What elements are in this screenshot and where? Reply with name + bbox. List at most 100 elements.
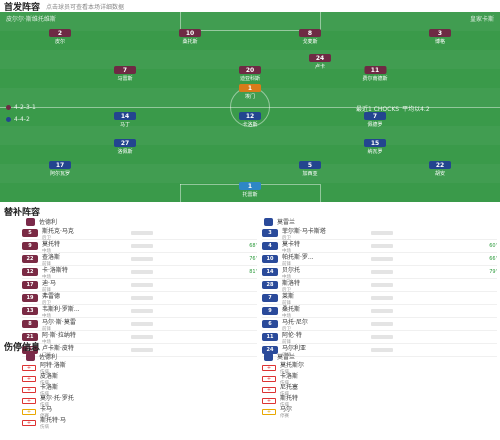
injury-info: 莫尔·托·罗托 伤病	[40, 393, 125, 408]
sub-info: 莫卡特 中场	[282, 239, 367, 254]
sub-position: 中场	[42, 339, 51, 345]
injury-type: 伤病	[280, 381, 289, 386]
sub-row[interactable]: 21 阿·斯·拉纳特 中场	[22, 331, 257, 345]
away-player[interactable]: 1 托雷斯	[239, 182, 261, 198]
injury-name: 莫尔·托·罗托	[40, 395, 74, 402]
home-player[interactable]: 11 费尔南德斯	[362, 66, 388, 82]
home-player[interactable]: 2 皮尔	[49, 29, 71, 45]
sub-position: 前锋	[282, 300, 291, 306]
sub-row[interactable]: 28 斯洛特 后卫	[262, 279, 497, 293]
injury-icon: +	[22, 364, 36, 371]
suspension-icon: +	[22, 408, 36, 415]
injury-icon: +	[22, 397, 36, 404]
sub-name: 莫托特	[42, 240, 61, 248]
sub-row[interactable]: 12 卡·洛斯特 中场 81'	[22, 266, 257, 280]
sub-info: 马尔·斯·莫雷 前锋	[42, 317, 127, 332]
shirt-number: 7	[364, 112, 386, 120]
sub-row[interactable]: 11 阿伦·特 前锋	[262, 331, 497, 345]
away-player[interactable]: 14 马丁	[114, 112, 136, 128]
home-player[interactable]: 10 桑托斯	[179, 29, 201, 45]
away-player[interactable]: 5 加西亚	[299, 161, 321, 177]
injury-row[interactable]: + 卡马 停赛	[22, 406, 257, 419]
sub-info: 卢卡斯·皮特 门将	[42, 343, 127, 358]
sub-info: 马尔利亚 门将	[282, 343, 367, 358]
sub-row[interactable]: 22 查洛斯 前锋 76'	[22, 253, 257, 267]
injury-info: 尼托塞 伤病	[280, 382, 365, 397]
sub-number: 22	[22, 255, 38, 263]
sub-name: 阿伦·特	[282, 331, 302, 339]
pitch-stripe	[0, 126, 500, 145]
sub-number: 13	[22, 307, 38, 315]
sub-position: 中场	[42, 313, 51, 319]
sub-number: 4	[262, 242, 278, 250]
injury-info: 斯托特 伤病	[280, 393, 365, 408]
away-player[interactable]: 22 胡安	[429, 161, 451, 177]
sub-row[interactable]: 19 弗雷德 后卫	[22, 292, 257, 306]
sub-row[interactable]: 7 莱斯 前锋	[262, 292, 497, 306]
injury-row[interactable]: + 莫尔·托·罗托 伤病	[22, 393, 257, 408]
sub-info: 韦斯利·罗斯... 中场	[42, 304, 127, 319]
sub-name: 马尔·斯·莫雷	[42, 318, 76, 326]
lineups-header: 首发阵容 点击球员可查看本场详细数据	[0, 0, 500, 13]
injury-row[interactable]: + 卡洛斯 伤病	[262, 373, 497, 386]
home-player[interactable]: 8 戈麦斯	[299, 29, 321, 45]
sub-name: 莱斯	[282, 292, 295, 300]
sub-row[interactable]: 24 马尔利亚 门将	[262, 343, 497, 358]
rating-bar	[371, 257, 393, 261]
away-player[interactable]: 15 纳瓦罗	[364, 139, 386, 155]
injuries-away-team: 莫雷兰	[264, 352, 295, 361]
injury-row[interactable]: + 马尔 停赛	[262, 406, 497, 419]
sub-info: 迪·马 前锋	[42, 278, 127, 293]
injury-row[interactable]: + 皮洛斯 伤病	[22, 373, 257, 386]
away-player[interactable]: 7 佩德罗	[364, 112, 386, 128]
sub-row[interactable]: 13 韦斯利·罗斯... 中场	[22, 304, 257, 319]
sub-row[interactable]: 4 莫卡特 中场 60'	[262, 239, 497, 254]
subs-away-team: 莫雷兰	[264, 217, 295, 226]
injury-type: 伤病	[280, 392, 289, 397]
home-player[interactable]: 7 马雷斯	[114, 66, 136, 82]
injury-row[interactable]: + 莫托斯尔 伤病	[262, 362, 497, 375]
sub-row[interactable]: 14 贝尔托 中场 79'	[262, 266, 497, 280]
home-player[interactable]: 24 卢卡	[309, 54, 331, 70]
injury-row[interactable]: + 卡洛斯 伤病	[22, 384, 257, 397]
player-name: 纳瓦罗	[367, 149, 383, 155]
player-name: 佩德罗	[367, 122, 383, 128]
sub-row[interactable]: 5 斯托克·马克 后卫	[22, 227, 257, 241]
sub-row[interactable]: 8 马尔·斯·莫雷 前锋	[22, 317, 257, 332]
sub-name: 弗雷德	[42, 292, 61, 300]
rating-bar	[131, 309, 153, 313]
home-player[interactable]: 1 埃门	[239, 84, 261, 100]
injuries-home-team: 佐德利	[26, 352, 57, 361]
sub-row[interactable]: 23 卢卡斯·皮特 门将	[22, 343, 257, 358]
rating-bar	[371, 296, 393, 300]
sub-position: 门将	[42, 352, 51, 358]
sub-position: 中场	[282, 248, 291, 254]
player-name: 阿尔瓦罗	[49, 171, 70, 177]
sub-position: 前锋	[42, 326, 51, 332]
sub-row[interactable]: 6 马托·尼尔 后卫	[262, 318, 497, 332]
sub-row[interactable]: 3 菲尔斯·马卡斯塔 后卫	[262, 227, 497, 241]
injury-row[interactable]: + 斯托特 伤病	[262, 393, 497, 408]
home-player[interactable]: 3 博格	[429, 29, 451, 45]
player-name: 博格	[434, 39, 445, 45]
injury-row[interactable]: + 斯托特·马 伤病	[22, 417, 257, 430]
player-name: 加西亚	[302, 171, 318, 177]
away-player[interactable]: 17 阿尔瓦罗	[49, 161, 71, 177]
away-player[interactable]: 12 卡洛斯	[239, 112, 261, 128]
home-player[interactable]: 20 迪亚科斯	[239, 66, 261, 82]
sub-row[interactable]: 9 桑托斯 中场	[262, 305, 497, 319]
shirt-number: 3	[429, 29, 451, 37]
sub-position: 中场	[282, 274, 291, 280]
sub-row[interactable]: 9 莫托特 中场 68'	[22, 240, 257, 254]
sub-number: 28	[262, 281, 278, 289]
sub-row[interactable]: 10 帕托斯·罗... 前锋 66'	[262, 253, 497, 267]
away-player[interactable]: 27 洛佩斯	[114, 139, 136, 155]
injury-name: 卡马	[40, 406, 53, 413]
shirt-number: 5	[299, 161, 321, 169]
rating-bar	[371, 322, 393, 326]
injury-row[interactable]: + 阿特·洛斯 伤病	[22, 362, 257, 375]
injury-row[interactable]: + 尼托塞 伤病	[262, 382, 497, 397]
pitch-stripe	[0, 164, 500, 183]
player-name: 马雷斯	[117, 76, 133, 82]
sub-row[interactable]: 17 迪·马 前锋	[22, 278, 257, 293]
